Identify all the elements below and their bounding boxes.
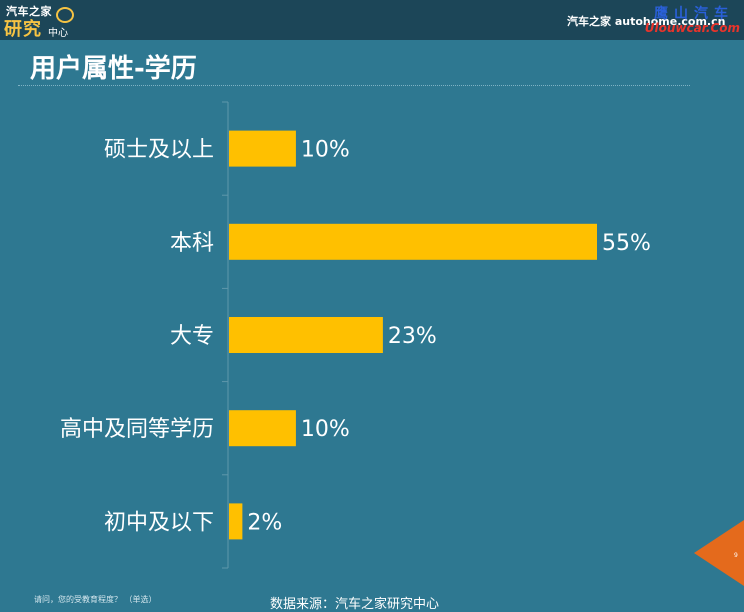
data-source: 数据来源：汽车之家研究中心 (270, 597, 440, 612)
data-label: 10% (301, 417, 350, 442)
watermark-top-text: 鹰山汽车 (654, 6, 734, 22)
corner-arrow-icon (694, 520, 744, 586)
data-label: 55% (602, 231, 651, 256)
data-label: 2% (247, 510, 282, 535)
data-label: 23% (388, 324, 437, 349)
bar (229, 410, 296, 447)
logo-ring-icon (56, 7, 74, 23)
logo-sub-text: 中心 (48, 28, 68, 39)
watermark-bottom-text: Ulouwcar.Com (644, 21, 740, 35)
header-bar (0, 0, 744, 40)
page-number: 9 (734, 552, 738, 559)
data-label: 10% (301, 138, 350, 163)
category-label: 初中及以下 (104, 510, 214, 535)
category-label: 高中及同等学历 (60, 417, 214, 442)
page-title: 用户属性-学历 (30, 54, 197, 84)
logo-top-text: 汽车之家 (6, 5, 52, 18)
bar (229, 503, 243, 540)
category-label: 硕士及以上 (104, 138, 214, 163)
category-label: 大专 (170, 324, 214, 349)
survey-question-note: 请问，您的受教育程度？ （单选） (34, 595, 157, 604)
brand-logo: 汽车之家 autohome.com.cn (567, 15, 726, 28)
bar (229, 223, 597, 260)
title-divider (18, 85, 690, 86)
bar (229, 130, 296, 167)
watermark: 鹰山汽车 Ulouwcar.Com (634, 2, 742, 36)
research-center-logo: 汽车之家 研究 中心 (4, 3, 76, 40)
logo-main-text: 研究 (4, 19, 42, 40)
category-label: 本科 (170, 231, 214, 256)
bar (229, 317, 383, 353)
